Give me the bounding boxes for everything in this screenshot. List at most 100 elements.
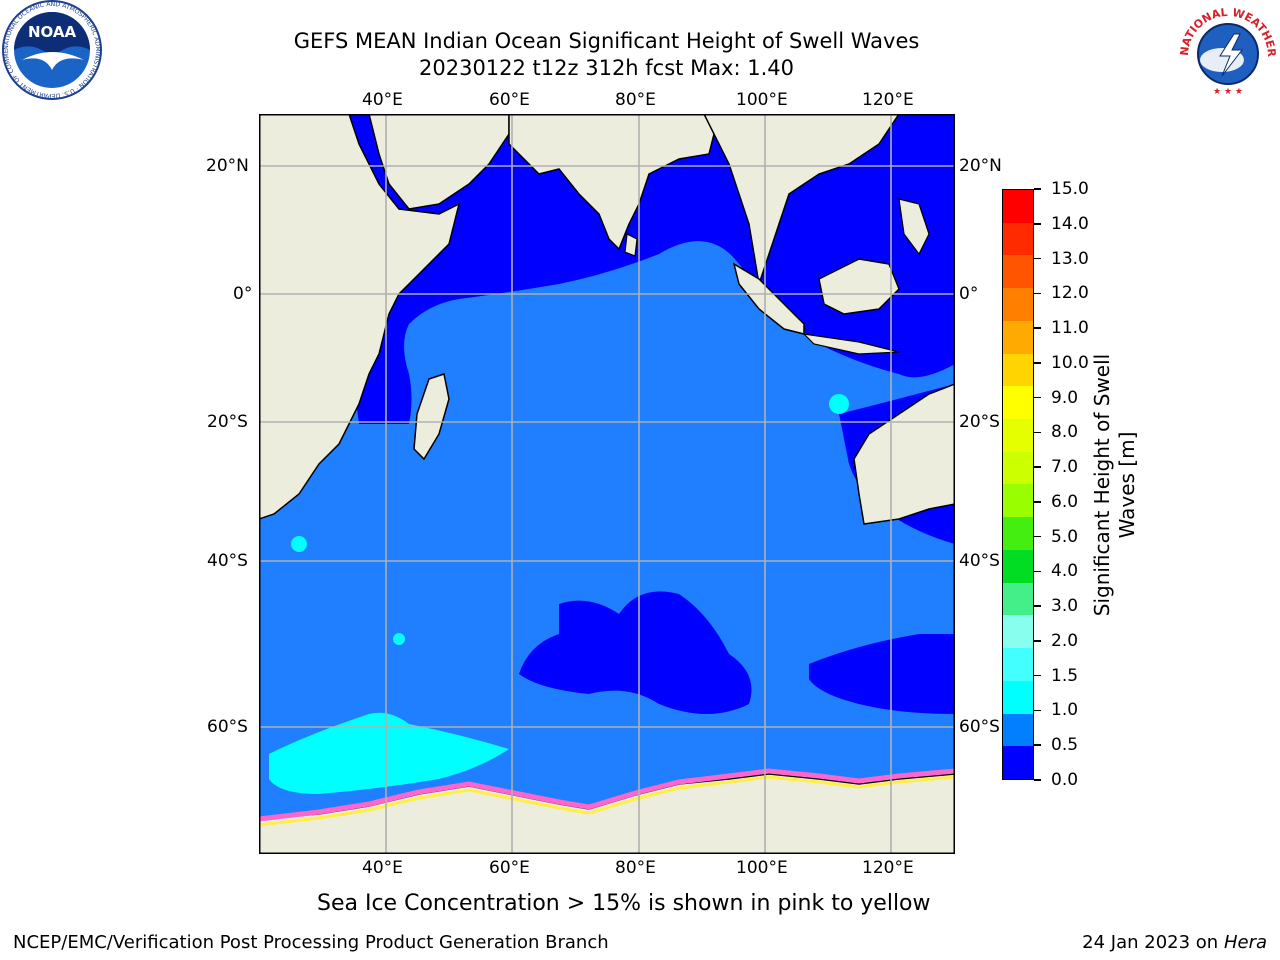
colorbar-swatch <box>1003 484 1033 518</box>
colorbar-tick-mark <box>1034 570 1041 573</box>
colorbar-tick-label: 4.0 <box>1051 561 1079 582</box>
map-panel <box>259 114 955 854</box>
colorbar-tick-label: 9.0 <box>1051 387 1079 408</box>
colorbar-tick-label: 12.0 <box>1051 283 1089 304</box>
colorbar-swatch <box>1003 353 1033 387</box>
map-frame <box>259 114 955 854</box>
land-india <box>508 114 720 251</box>
y-tick-left-60s: 60°S <box>207 717 248 737</box>
colorbar-swatch <box>1003 320 1033 354</box>
colorbar-swatch <box>1003 222 1033 256</box>
graticule <box>259 114 955 854</box>
land-java <box>802 333 900 355</box>
colorbar-swatch <box>1003 517 1033 550</box>
ocean-high-patch <box>269 712 509 794</box>
land-sri-lanka <box>624 233 638 257</box>
colorbar-label: Significant Height of Swell Waves [m] <box>1090 353 1139 617</box>
colorbar-tick-mark <box>1034 779 1041 781</box>
ocean-low-patch <box>519 591 752 714</box>
noaa-logo: NOAA NATIONAL OCEANIC AND ATMOSPHERIC AD… <box>0 0 104 100</box>
colorbar-tick-label: 15.0 <box>1051 179 1089 199</box>
x-tick-top-80e: 80°E <box>615 90 656 110</box>
colorbar-tick-label: 5.0 <box>1051 526 1079 547</box>
colorbar-tick-mark <box>1034 535 1041 538</box>
y-tick-right-20n: 20°N <box>959 156 1002 176</box>
colorbar-swatch <box>1003 451 1033 485</box>
colorbar-tick-label: 7.0 <box>1051 457 1079 478</box>
colorbar-swatch <box>1003 648 1033 681</box>
ocean-low-patch-2 <box>809 634 955 714</box>
colorbar-ticks: 15.0 14.0 13.0 12.0 11.0 10.0 9.0 8.0 7.0 6.0 5.0 4… <box>1034 179 1104 790</box>
colorbar-tick-label: 1.0 <box>1051 700 1079 721</box>
colorbar-tick-label: 10.0 <box>1051 352 1089 373</box>
colorbar-tick-mark <box>1034 466 1041 468</box>
colorbar-tick-mark <box>1034 327 1041 329</box>
x-tick-bottom-40e: 40°E <box>362 858 403 878</box>
colorbar-swatch <box>1003 713 1033 747</box>
chart-title: GEFS MEAN Indian Ocean Significant Heigh… <box>293 29 920 53</box>
land-se-asia <box>703 114 900 285</box>
colorbar-tick-label: 13.0 <box>1051 248 1089 269</box>
nws-stars-icon: ★ ★ ★ <box>1213 87 1243 97</box>
colorbar <box>1002 189 1034 780</box>
colorbar-swatch <box>1003 582 1033 616</box>
colorbar-tick-mark <box>1034 674 1041 677</box>
footer-host: Hera <box>1223 932 1267 953</box>
colorbar-tick-mark <box>1034 188 1041 190</box>
sea-ice-pink <box>259 768 955 822</box>
colorbar-tick-mark <box>1034 431 1041 434</box>
y-tick-left-0: 0° <box>233 284 253 304</box>
colorbar-tick-mark <box>1034 709 1041 712</box>
x-tick-top-40e: 40°E <box>362 90 403 110</box>
y-tick-right-0: 0° <box>959 284 979 304</box>
colorbar-swatch <box>1003 288 1033 321</box>
colorbar-tick-mark <box>1034 744 1041 746</box>
nws-logo: NATIONAL WEATHER SERVICE ★ ★ ★ <box>1172 0 1280 100</box>
colorbar-tick-label: 0.0 <box>1051 770 1079 790</box>
colorbar-swatch <box>1003 386 1033 420</box>
colorbar-tick-label: 1.5 <box>1051 665 1079 686</box>
colorbar-tick-label: 2.0 <box>1051 630 1079 651</box>
x-tick-bottom-120e: 120°E <box>862 858 914 878</box>
y-tick-left-20s: 20°S <box>207 412 248 432</box>
x-tick-bottom-60e: 60°E <box>489 858 530 878</box>
colorbar-tick-mark <box>1034 605 1041 607</box>
colorbar-swatch <box>1003 255 1033 289</box>
x-tick-top-120e: 120°E <box>862 90 914 110</box>
colorbar-tick-label: 11.0 <box>1051 318 1089 339</box>
colorbar-tick-label: 3.0 <box>1051 596 1079 617</box>
colorbar-tick-mark <box>1034 223 1041 225</box>
colorbar-tick-mark <box>1034 292 1041 295</box>
colorbar-tick-label: 6.0 <box>1051 491 1079 512</box>
land-australia <box>853 383 955 525</box>
footer-right: 24 Jan 2023 on Hera <box>1082 932 1267 954</box>
x-tick-top-60e: 60°E <box>489 90 530 110</box>
y-tick-left-40s: 40°S <box>207 551 248 571</box>
colorbar-swatch <box>1003 615 1033 649</box>
land-borneo <box>818 258 900 315</box>
chart-subtitle: 20230122 t12z 312h fcst Max: 1.40 <box>419 56 794 80</box>
land-philippines <box>898 198 930 256</box>
colorbar-tick-label: 14.0 <box>1051 213 1089 234</box>
colorbar-tick-label: 8.0 <box>1051 422 1079 443</box>
colorbar-tick-mark <box>1034 501 1041 503</box>
footer-left: NCEP/EMC/Verification Post Processing Pr… <box>13 932 609 953</box>
y-tick-left-20n: 20°N <box>206 156 249 176</box>
ocean-low-north <box>349 114 955 424</box>
colorbar-swatch <box>1003 680 1033 714</box>
sea-ice-caption: Sea Ice Concentration > 15% is shown in … <box>317 891 931 916</box>
colorbar-tick-mark <box>1034 396 1041 399</box>
colorbar-swatch <box>1003 746 1033 779</box>
noaa-logo-text: NOAA <box>28 23 77 41</box>
y-tick-right-40s: 40°S <box>959 551 1000 571</box>
colorbar-swatch <box>1003 419 1033 452</box>
x-tick-top-100e: 100°E <box>736 90 788 110</box>
colorbar-swatch <box>1003 190 1033 223</box>
x-tick-bottom-100e: 100°E <box>736 858 788 878</box>
land-madagascar <box>413 373 450 461</box>
colorbar-tick-mark <box>1034 257 1041 260</box>
ocean-high-blob <box>291 536 307 552</box>
sea-ice-yellow <box>259 775 955 827</box>
colorbar-tick-label: 0.5 <box>1051 735 1079 756</box>
x-tick-bottom-80e: 80°E <box>615 858 656 878</box>
